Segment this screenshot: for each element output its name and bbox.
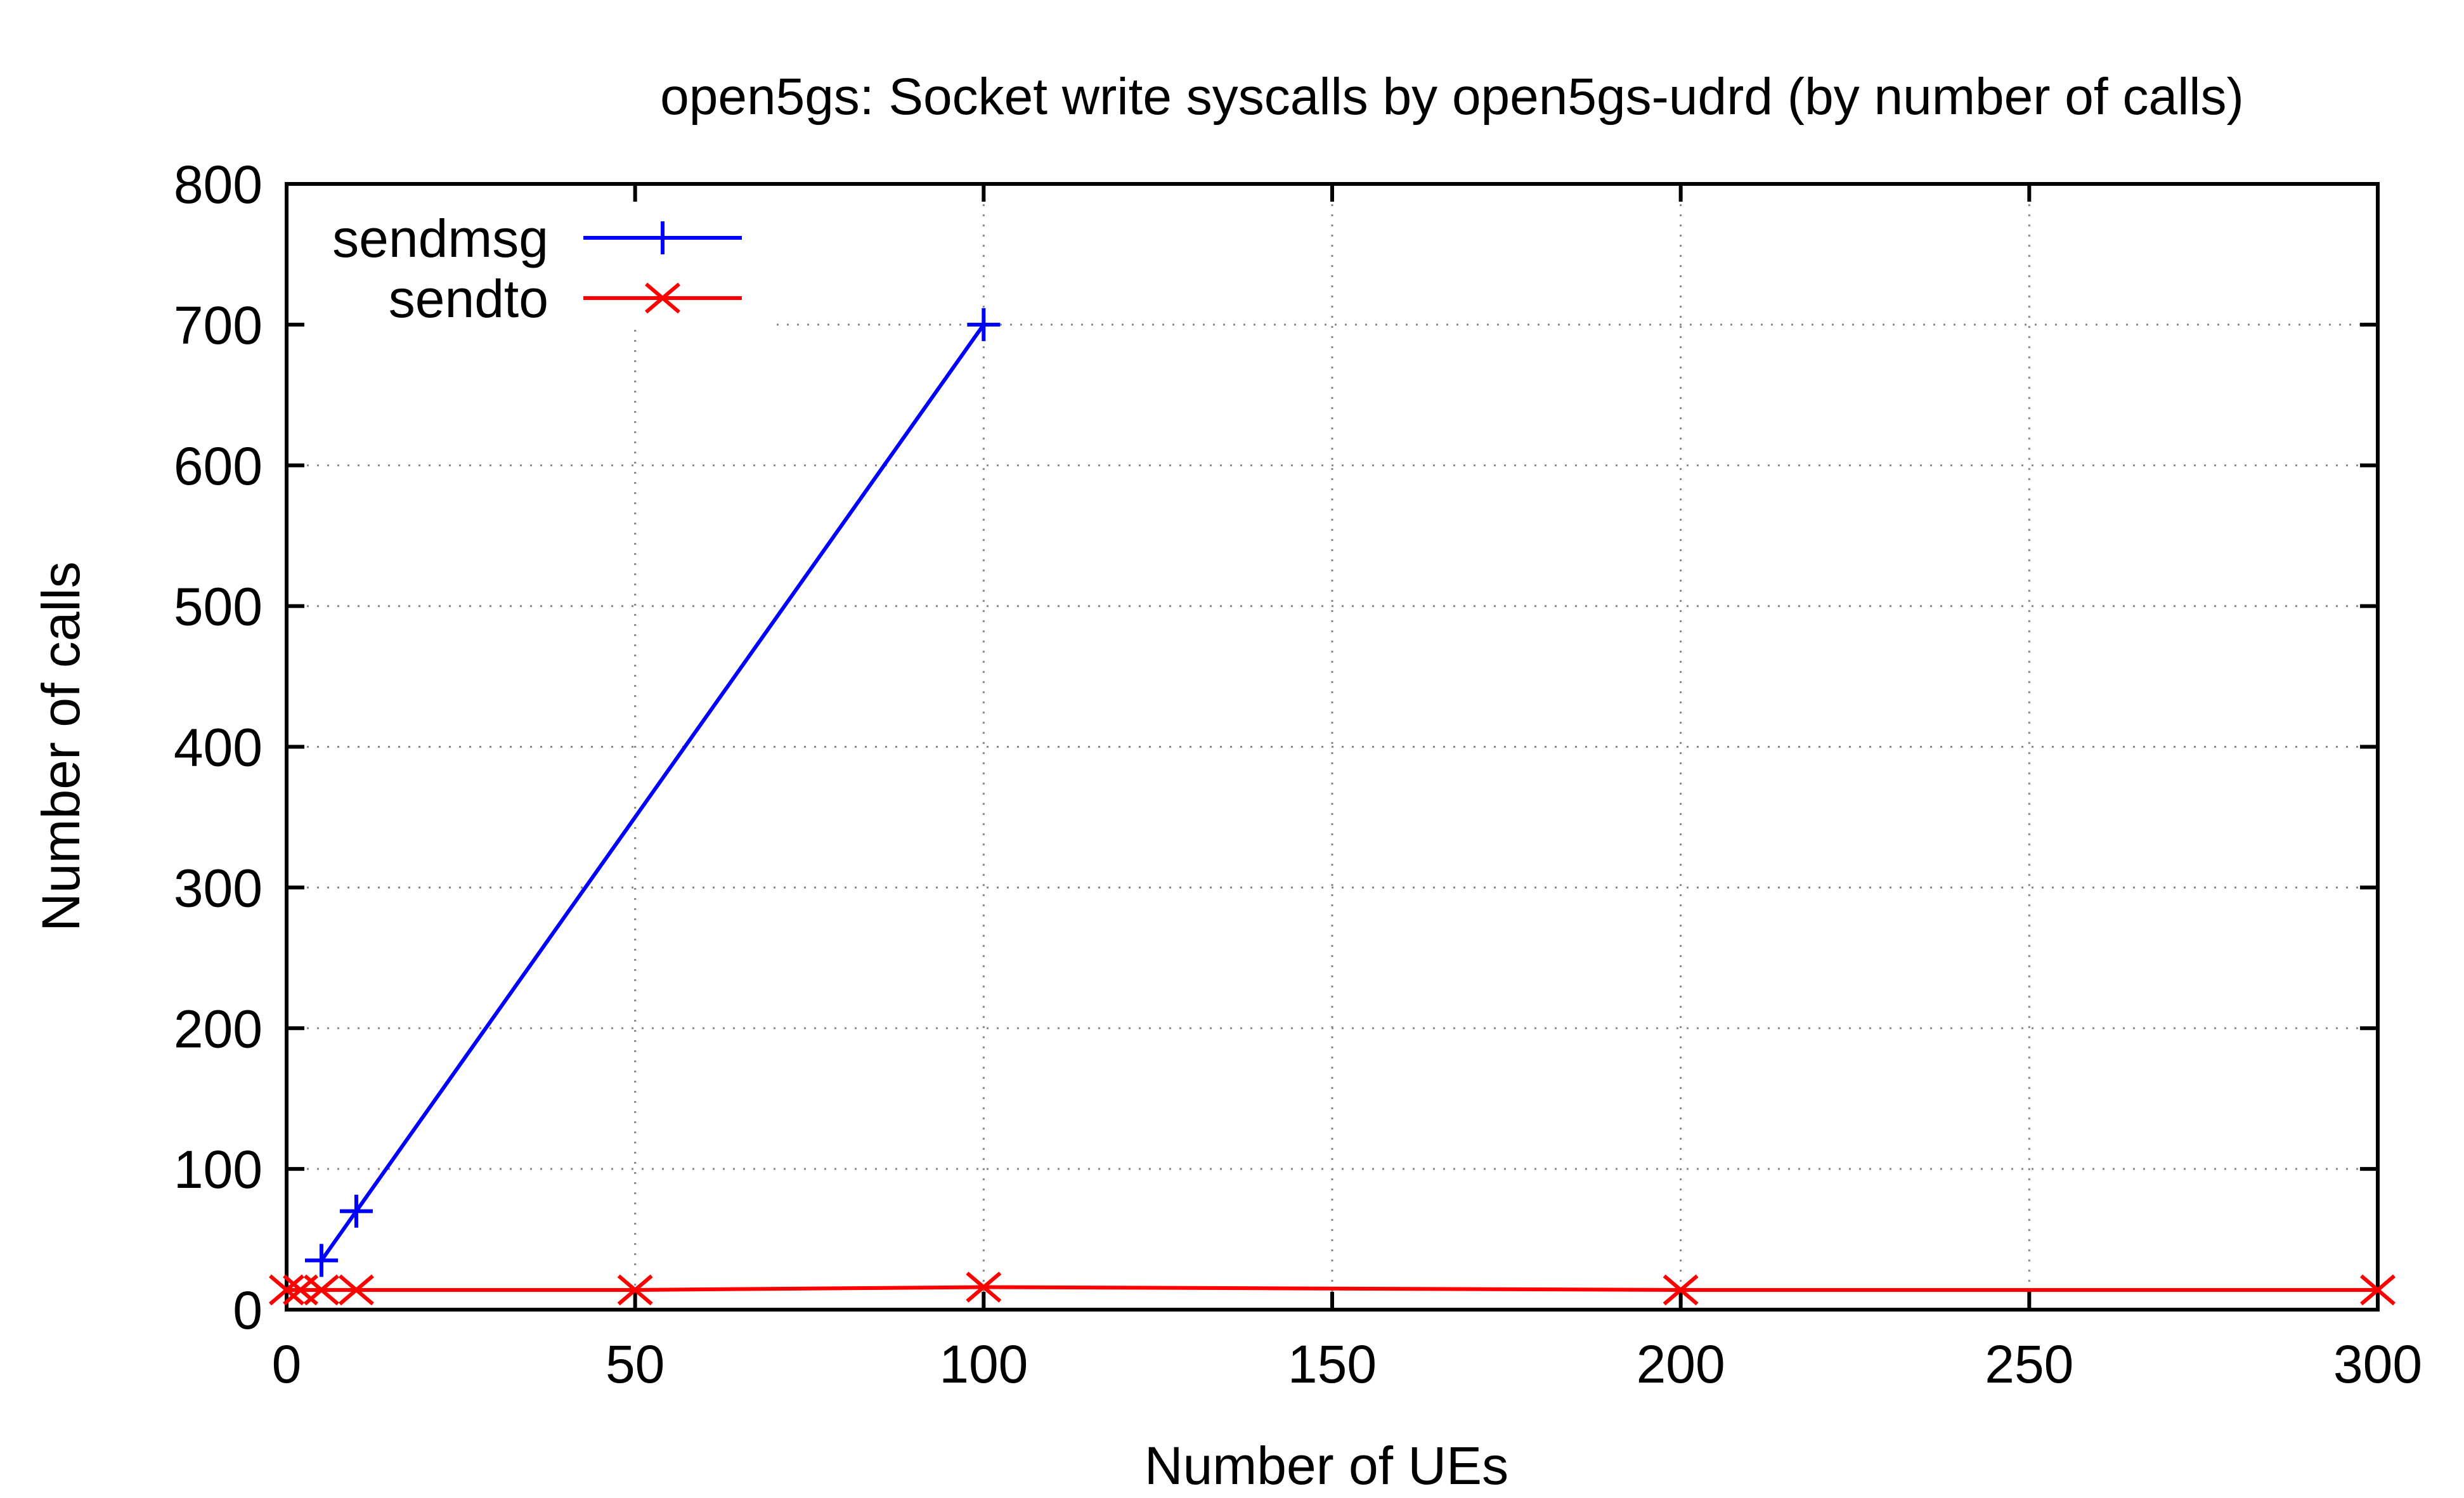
x-tick-label: 50 (606, 1334, 665, 1394)
data-point-sendmsg (304, 1244, 338, 1277)
y-tick-label: 400 (174, 718, 263, 778)
series-sendto (269, 1272, 2396, 1306)
y-axis-label: Number of calls (31, 561, 91, 932)
y-tick-label: 600 (174, 436, 263, 496)
data-point-sendmsg (967, 308, 1001, 341)
y-tick-label: 100 (174, 1140, 263, 1199)
data-point-sendto (2360, 1274, 2396, 1306)
y-tick-label: 800 (174, 155, 263, 214)
data-point-sendto (304, 1274, 339, 1306)
x-tick-label: 250 (1985, 1334, 2073, 1394)
data-point-sendmsg (339, 1194, 373, 1228)
y-tick-label: 500 (174, 577, 263, 637)
legend-marker-sendmsg (646, 221, 679, 254)
x-tick-label: 0 (272, 1334, 302, 1394)
y-tick-label: 0 (233, 1280, 263, 1340)
chart-title: open5gs: Socket write syscalls by open5g… (660, 68, 2244, 126)
data-point-sendto (966, 1272, 1002, 1303)
y-tick-label: 300 (174, 858, 263, 918)
legend-label-sendmsg: sendmsg (332, 209, 548, 268)
y-axis-ticks: 0 100 200 300 400 500 600 700 800 (174, 155, 2378, 1340)
x-tick-label: 150 (1288, 1334, 1377, 1394)
x-tick-label: 200 (1637, 1334, 1725, 1394)
y-tick-label: 700 (174, 296, 263, 355)
plot-frame (285, 182, 2380, 1312)
x-tick-label: 300 (2333, 1334, 2422, 1394)
x-axis-label: Number of UEs (1144, 1436, 1508, 1495)
series-line-sendto (287, 1285, 2378, 1292)
data-point-sendto (269, 1274, 304, 1306)
x-tick-label: 100 (939, 1334, 1028, 1394)
data-point-sendto (338, 1274, 374, 1306)
legend-label-sendto: sendto (389, 269, 548, 329)
data-point-sendto (617, 1274, 653, 1306)
series-layer (269, 308, 2396, 1306)
data-point-sendto (1663, 1274, 1699, 1306)
y-tick-label: 200 (174, 999, 263, 1058)
grid-lines (287, 184, 2378, 1310)
series-sendmsg (304, 308, 1001, 1277)
legend-marker-sendto (645, 282, 680, 314)
x-axis-ticks: 0 50 100 150 200 250 300 (272, 184, 2422, 1394)
